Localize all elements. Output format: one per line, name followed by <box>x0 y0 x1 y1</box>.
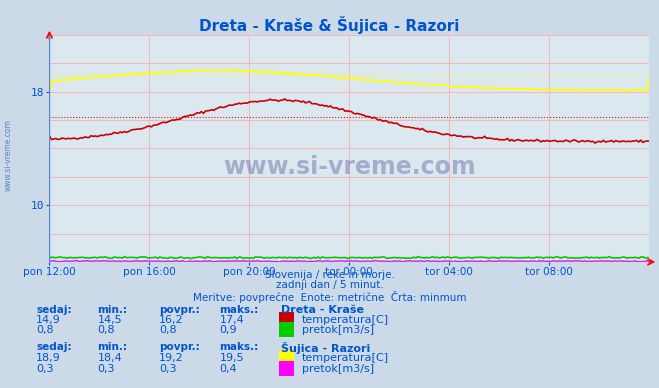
Text: sedaj:: sedaj: <box>36 342 72 352</box>
Text: zadnji dan / 5 minut.: zadnji dan / 5 minut. <box>275 280 384 290</box>
Text: Slovenija / reke in morje.: Slovenija / reke in morje. <box>264 270 395 280</box>
Text: temperatura[C]: temperatura[C] <box>302 353 389 363</box>
Text: 14,5: 14,5 <box>98 315 122 325</box>
Text: min.:: min.: <box>98 342 128 352</box>
Text: 18,4: 18,4 <box>98 353 123 363</box>
Text: 0,3: 0,3 <box>159 364 177 374</box>
Text: temperatura[C]: temperatura[C] <box>302 315 389 325</box>
Text: www.si-vreme.com: www.si-vreme.com <box>3 119 13 191</box>
Text: min.:: min.: <box>98 305 128 315</box>
Text: 0,8: 0,8 <box>98 325 115 335</box>
Text: Dreta - Kraše & Šujica - Razori: Dreta - Kraše & Šujica - Razori <box>199 16 460 33</box>
Text: 0,3: 0,3 <box>36 364 54 374</box>
Text: pretok[m3/s]: pretok[m3/s] <box>302 364 374 374</box>
Text: 17,4: 17,4 <box>219 315 244 325</box>
Text: povpr.:: povpr.: <box>159 342 200 352</box>
Text: sedaj:: sedaj: <box>36 305 72 315</box>
Text: povpr.:: povpr.: <box>159 305 200 315</box>
Text: 0,3: 0,3 <box>98 364 115 374</box>
Text: www.si-vreme.com: www.si-vreme.com <box>223 154 476 178</box>
Text: 0,8: 0,8 <box>36 325 54 335</box>
Text: 14,9: 14,9 <box>36 315 61 325</box>
Text: 19,5: 19,5 <box>219 353 244 363</box>
Text: 18,9: 18,9 <box>36 353 61 363</box>
Text: maks.:: maks.: <box>219 342 259 352</box>
Text: 0,8: 0,8 <box>159 325 177 335</box>
Text: Meritve: povprečne  Enote: metrične  Črta: minmum: Meritve: povprečne Enote: metrične Črta:… <box>192 291 467 303</box>
Text: 0,4: 0,4 <box>219 364 237 374</box>
Text: Dreta - Kraše: Dreta - Kraše <box>281 305 364 315</box>
Text: 19,2: 19,2 <box>159 353 184 363</box>
Text: maks.:: maks.: <box>219 305 259 315</box>
Text: Šujica - Razori: Šujica - Razori <box>281 342 370 354</box>
Text: 0,9: 0,9 <box>219 325 237 335</box>
Text: pretok[m3/s]: pretok[m3/s] <box>302 325 374 335</box>
Text: 16,2: 16,2 <box>159 315 183 325</box>
